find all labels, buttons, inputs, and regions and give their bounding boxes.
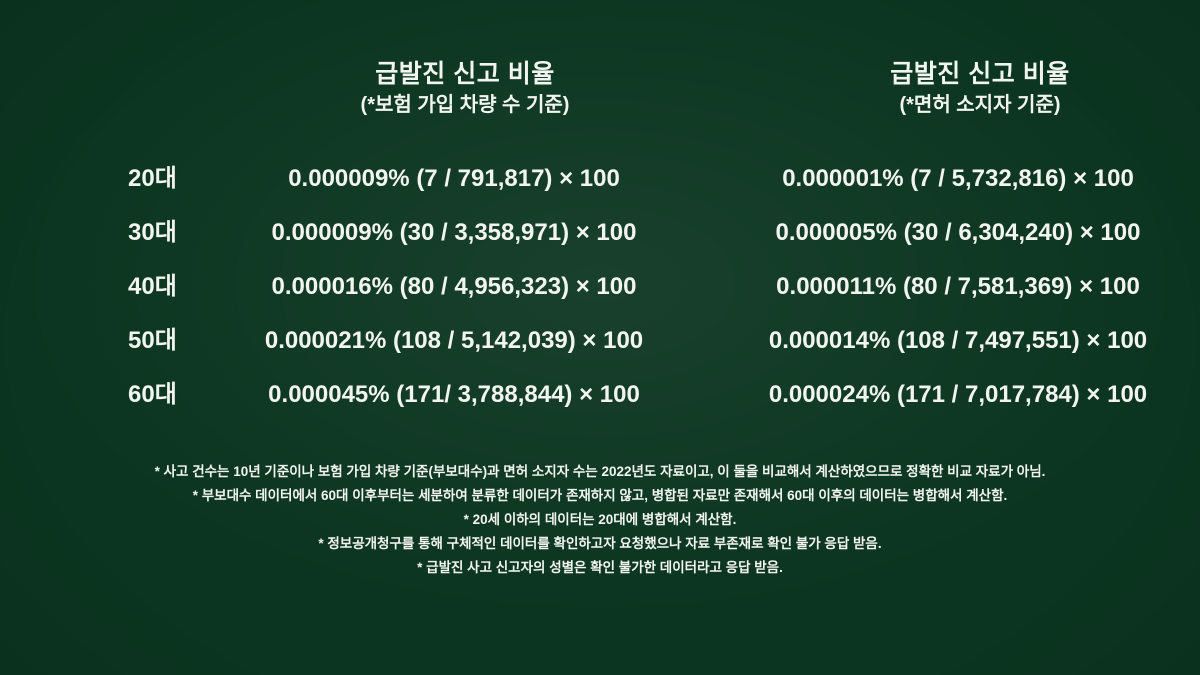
row-value-by-license: 0.000011% (80 / 7,581,369) × 100 — [776, 273, 1140, 300]
table-row: 40대 0.000016% (80 / 4,956,323) × 100 0.0… — [0, 266, 1200, 320]
footnote-item: * 급발진 사고 신고자의 성별은 확인 불가한 데이터라고 응답 받음. — [417, 560, 783, 576]
table-row: 30대 0.000009% (30 / 3,358,971) × 100 0.0… — [0, 212, 1200, 266]
column-header-by-license-title: 급발진 신고 비율 — [890, 60, 1070, 88]
table-row: 20대 0.000009% (7 / 791,817) × 100 0.0000… — [0, 158, 1200, 212]
table-row: 50대 0.000021% (108 / 5,142,039) × 100 0.… — [0, 320, 1200, 374]
row-age-label: 30대 — [128, 219, 177, 246]
row-age-label: 20대 — [128, 165, 177, 192]
column-header-by-vehicles-subtitle: (*보험 가입 차량 수 기준) — [360, 94, 570, 116]
row-age-label: 60대 — [128, 381, 177, 408]
row-value-by-vehicles: 0.000045% (171/ 3,788,844) × 100 — [268, 381, 640, 408]
footnote-item: * 정보공개청구를 통해 구체적인 데이터를 확인하고자 요청했으나 자료 부존… — [318, 536, 882, 552]
footnote-item: * 부보대수 데이터에서 60대 이후부터는 세분하여 분류한 데이터가 존재하… — [192, 488, 1008, 504]
row-age-label: 50대 — [128, 327, 177, 354]
column-headers: 급발진 신고 비율 (*보험 가입 차량 수 기준) 급발진 신고 비율 (*면… — [0, 58, 1200, 119]
column-header-by-vehicles-title: 급발진 신고 비율 — [375, 60, 555, 88]
row-value-by-vehicles: 0.000009% (7 / 791,817) × 100 — [288, 165, 620, 192]
column-header-by-license-subtitle: (*면허 소지자 기준) — [899, 94, 1061, 116]
row-value-by-license: 0.000001% (7 / 5,732,816) × 100 — [782, 165, 1134, 192]
row-age-label: 40대 — [128, 273, 177, 300]
footnote-item: * 20세 이하의 데이터는 20대에 병합해서 계산함. — [463, 512, 737, 528]
row-value-by-license: 0.000005% (30 / 6,304,240) × 100 — [775, 219, 1141, 246]
footnotes: * 사고 건수는 10년 기준이나 보험 가입 차량 기준(부보대수)과 면허 … — [0, 460, 1200, 580]
row-value-by-vehicles: 0.000009% (30 / 3,358,971) × 100 — [271, 219, 637, 246]
row-value-by-vehicles: 0.000016% (80 / 4,956,323) × 100 — [271, 273, 637, 300]
row-value-by-license: 0.000024% (171 / 7,017,784) × 100 — [768, 381, 1148, 408]
ratio-table: 20대 0.000009% (7 / 791,817) × 100 0.0000… — [0, 158, 1200, 428]
table-row: 60대 0.000045% (171/ 3,788,844) × 100 0.0… — [0, 374, 1200, 428]
row-value-by-vehicles: 0.000021% (108 / 5,142,039) × 100 — [264, 327, 644, 354]
footnote-item: * 사고 건수는 10년 기준이나 보험 가입 차량 기준(부보대수)과 면허 … — [154, 464, 1046, 479]
column-header-by-vehicles: 급발진 신고 비율 (*보험 가입 차량 수 기준) — [230, 58, 700, 119]
column-header-by-license: 급발진 신고 비율 (*면허 소지자 기준) — [770, 58, 1190, 119]
row-value-by-license: 0.000014% (108 / 7,497,551) × 100 — [768, 327, 1148, 354]
